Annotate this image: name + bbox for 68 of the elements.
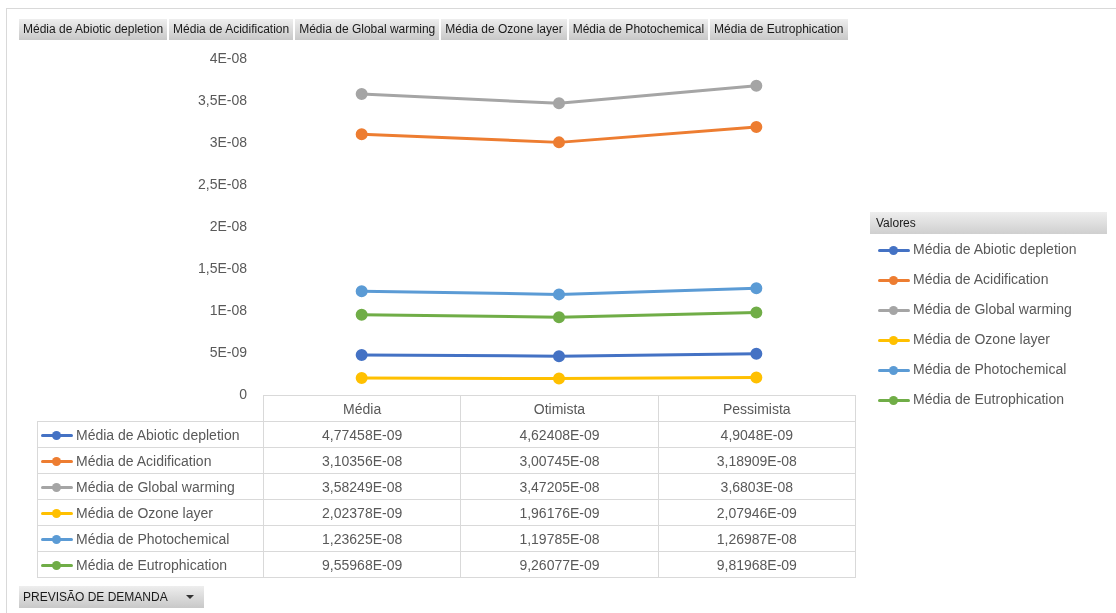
text: Média de Global warming — [76, 478, 235, 495]
x-tick-label: Média — [263, 395, 461, 422]
text: Média de Ozone layer — [76, 504, 213, 521]
y-tick-label: 1E-08 — [209, 301, 248, 318]
point — [750, 371, 763, 384]
legend-label: Média de Ozone layer — [913, 331, 1050, 347]
point — [553, 288, 565, 301]
text: Média de Photochemical — [76, 530, 230, 547]
data-label: 4,77458E-09 — [263, 421, 461, 448]
data-label: 3,47205E-08 — [460, 473, 659, 500]
x-tick-label: Pessimista — [658, 395, 856, 422]
data-label: 1,19785E-08 — [460, 525, 659, 552]
point — [355, 348, 368, 361]
text: Média de Eutrophication — [76, 556, 227, 573]
text: Média de Acidification — [76, 452, 212, 469]
point — [750, 306, 763, 319]
data-label: 3,18909E-08 — [658, 447, 856, 474]
point — [750, 121, 763, 134]
text: Média de Abiotic depletion — [913, 241, 1077, 257]
y-tick-label: 2E-08 — [209, 217, 248, 234]
y-tick-label: 0 — [239, 385, 248, 402]
x-tick-label: Otimista — [460, 395, 659, 422]
point — [355, 128, 368, 141]
field-button: Média de Abiotic depletion — [19, 19, 168, 40]
point — [750, 79, 763, 92]
point — [553, 372, 565, 385]
y-tick-label: 2,5E-08 — [197, 175, 248, 192]
legend-label: Média de Eutrophication — [913, 391, 1064, 407]
data-label: 3,10356E-08 — [263, 447, 461, 474]
point — [750, 347, 763, 360]
point — [553, 350, 565, 363]
data-label: 1,23625E-08 — [263, 525, 461, 552]
y-tick-label: 4E-08 — [209, 49, 248, 66]
data-label: 1,26987E-08 — [658, 525, 856, 552]
point — [750, 282, 763, 295]
y-tick-label: 3E-08 — [209, 133, 248, 150]
data-label: 4,9048E-09 — [658, 421, 856, 448]
header-bar: Valores — [870, 212, 1107, 234]
legend-label: Média de Acidification — [913, 271, 1049, 287]
field-button: Média de Ozone layer — [441, 19, 567, 40]
data-label: 4,62408E-09 — [460, 421, 659, 448]
data-label: 2,02378E-09 — [263, 499, 461, 526]
data-label: 9,26077E-09 — [460, 551, 659, 578]
data-label: 1,96176E-09 — [460, 499, 659, 526]
y-tick-label: 3,5E-08 — [197, 91, 248, 108]
data-label: 3,00745E-08 — [460, 447, 659, 474]
legend-label: Média de Abiotic depletion — [76, 426, 240, 443]
field-button: Média de Global warming — [295, 19, 440, 40]
legend-label: Média de Photochemical — [913, 361, 1067, 377]
y-tick-label: 1,5E-08 — [197, 259, 248, 276]
field-button: Média de Eutrophication — [710, 19, 848, 40]
point — [355, 88, 368, 101]
point — [553, 136, 565, 149]
legend-label: Média de Global warming — [913, 301, 1072, 317]
dropdown-button[interactable]: PREVISÃO DE DEMANDA — [19, 586, 204, 608]
point — [553, 311, 565, 324]
point — [355, 308, 368, 321]
point — [355, 372, 368, 384]
data-label: 9,55968E-09 — [263, 551, 461, 578]
point — [553, 97, 565, 110]
field-button: Média de Photochemical — [568, 19, 709, 40]
field-button: Média de Acidification — [169, 19, 294, 40]
data-label: 3,6803E-08 — [658, 473, 856, 500]
data-label: 2,07946E-09 — [658, 499, 856, 526]
y-tick-label: 5E-09 — [209, 343, 248, 360]
point — [355, 285, 368, 298]
data-label: 9,81968E-09 — [658, 551, 856, 578]
data-label: 3,58249E-08 — [263, 473, 461, 500]
